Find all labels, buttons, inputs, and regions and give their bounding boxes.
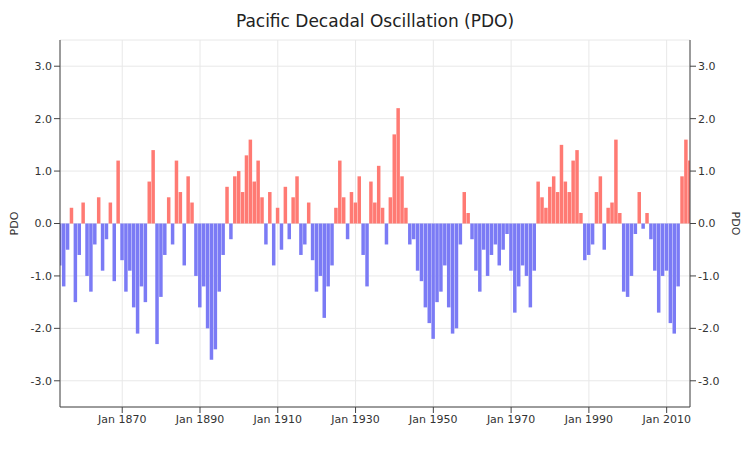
svg-text:Jan 1930: Jan 1930 bbox=[330, 413, 379, 426]
svg-text:0.0: 0.0 bbox=[35, 217, 53, 230]
svg-text:PDO: PDO bbox=[8, 211, 21, 235]
svg-text:0.0: 0.0 bbox=[698, 217, 716, 230]
svg-text:-2.0: -2.0 bbox=[31, 322, 52, 335]
svg-text:Jan 1870: Jan 1870 bbox=[97, 413, 146, 426]
svg-text:-1.0: -1.0 bbox=[698, 270, 719, 283]
svg-text:3.0: 3.0 bbox=[35, 60, 53, 73]
svg-text:Jan 1890: Jan 1890 bbox=[175, 413, 224, 426]
svg-text:3.0: 3.0 bbox=[698, 60, 716, 73]
svg-text:-3.0: -3.0 bbox=[698, 375, 719, 388]
svg-text:2.0: 2.0 bbox=[35, 113, 53, 126]
svg-text:-3.0: -3.0 bbox=[31, 375, 52, 388]
svg-text:Jan 1950: Jan 1950 bbox=[408, 413, 457, 426]
svg-text:Jan 1970: Jan 1970 bbox=[486, 413, 535, 426]
svg-text:1.0: 1.0 bbox=[35, 165, 53, 178]
svg-text:-1.0: -1.0 bbox=[31, 270, 52, 283]
svg-text:Jan 1990: Jan 1990 bbox=[564, 413, 613, 426]
html-text:Pacific Decadal Oscillation (P: Pacific Decadal Oscillation (PDO) bbox=[235, 11, 515, 31]
svg-text:Jan 1910: Jan 1910 bbox=[253, 413, 302, 426]
svg-text:Jan 2010: Jan 2010 bbox=[641, 413, 690, 426]
svg-text:1.0: 1.0 bbox=[698, 165, 716, 178]
svg-text:2.0: 2.0 bbox=[698, 113, 716, 126]
svg-text:-2.0: -2.0 bbox=[698, 322, 719, 335]
svg-text:PDO: PDO bbox=[729, 212, 742, 236]
